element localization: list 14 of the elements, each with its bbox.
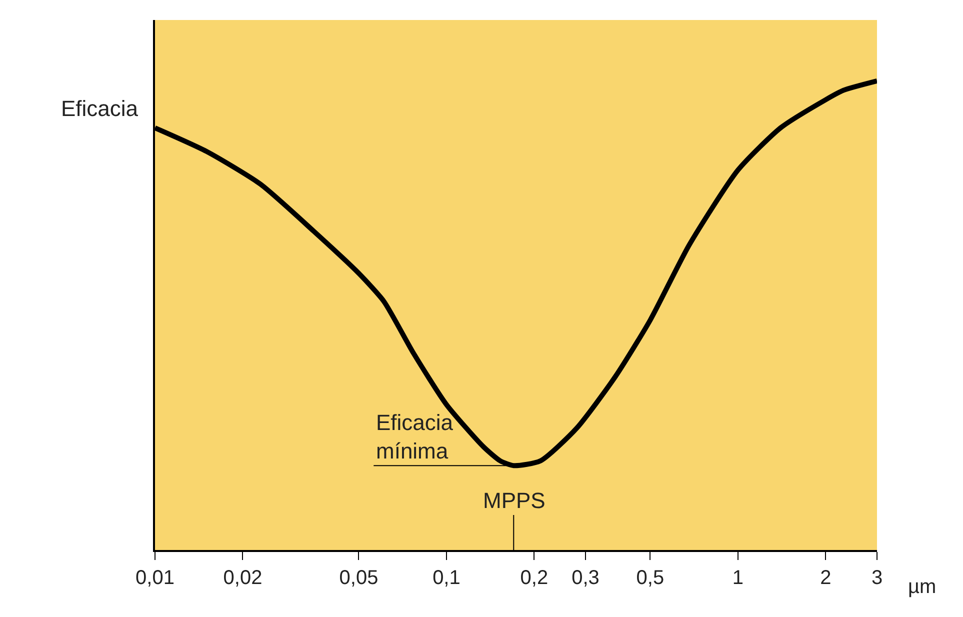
annotation: MPPS — [483, 488, 546, 513]
x-tick-label: 3 — [871, 567, 883, 589]
x-tick-label: 0,3 — [572, 567, 600, 589]
annotation: Eficacia mínima — [376, 410, 454, 464]
x-tick-label: 2 — [820, 567, 832, 589]
x-tick-label: 0,01 — [136, 567, 174, 589]
x-tick-label: 0,5 — [636, 567, 664, 589]
x-axis-title: µm — [908, 576, 936, 598]
x-tick-label: 0,02 — [223, 567, 262, 589]
x-tick-label: 0,1 — [432, 567, 460, 589]
y-axis-title: Eficacia — [61, 96, 139, 121]
x-tick-label: 0,2 — [520, 567, 548, 589]
x-tick-label: 1 — [732, 567, 744, 589]
x-tick-label: 0,05 — [339, 567, 378, 589]
